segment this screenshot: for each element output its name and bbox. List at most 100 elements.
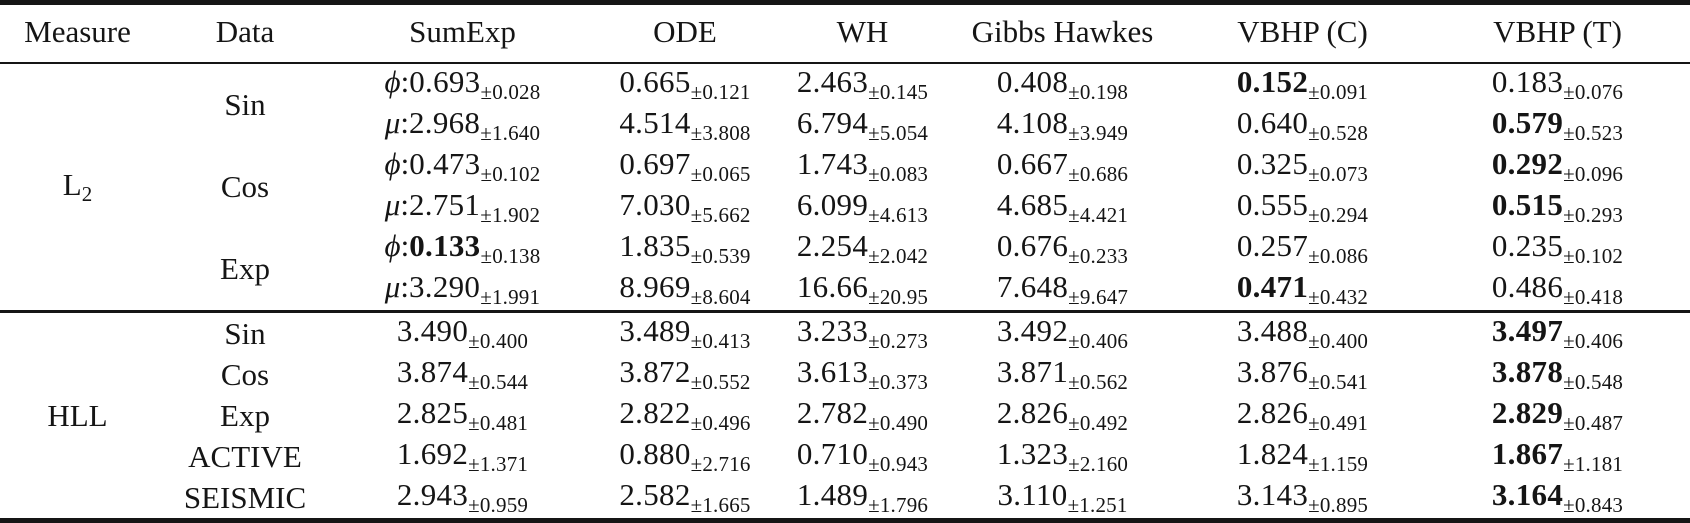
value-text: 6.099 xyxy=(796,187,869,222)
table-row: μ:2.968±1.640 4.514±3.808 6.794±5.054 4.108… xyxy=(0,105,1690,146)
error-subscript: ±0.943 xyxy=(868,452,929,476)
column-header-sumexp: SumExp xyxy=(335,2,590,64)
value-text: 2.254 xyxy=(796,228,869,263)
value-cell: 2.826±0.491 xyxy=(1180,395,1425,436)
value-text: 3.874 xyxy=(396,354,469,389)
value-cell: 3.143±0.895 xyxy=(1180,477,1425,521)
value-cell: 0.257±0.086 xyxy=(1180,228,1425,269)
column-header-wh: WH xyxy=(780,2,945,64)
value-cell: 1.489±1.796 xyxy=(780,477,945,521)
value-text: 0.183 xyxy=(1491,64,1564,99)
value-cell: 1.323±2.160 xyxy=(945,436,1180,477)
error-subscript: ±0.552 xyxy=(690,370,751,394)
error-subscript: ±0.145 xyxy=(868,80,929,104)
value-text: 0.408 xyxy=(996,64,1069,99)
value-cell: 3.876±0.541 xyxy=(1180,354,1425,395)
value-cell: 3.497±0.406 xyxy=(1425,310,1690,354)
column-header-vbhp_t: VBHP (T) xyxy=(1425,2,1690,64)
error-subscript: ±0.293 xyxy=(1563,203,1624,227)
value-text: 2.943 xyxy=(396,477,469,512)
data-cell: Sin xyxy=(155,310,335,354)
header-row: Measure Data SumExp ODE WH Gibbs Hawkes VBHP (… xyxy=(0,2,1690,64)
value-text: 3.878 xyxy=(1491,354,1564,389)
param-prefix-colon: : xyxy=(400,105,409,140)
error-subscript: ±3.808 xyxy=(690,121,751,145)
error-subscript: ±0.843 xyxy=(1563,493,1624,517)
value-cell: 3.878±0.548 xyxy=(1425,354,1690,395)
error-subscript: ±0.083 xyxy=(868,162,929,186)
value-text: 16.66 xyxy=(796,269,869,304)
value-text: 0.325 xyxy=(1236,146,1309,181)
value-text: 0.555 xyxy=(1236,187,1309,222)
error-subscript: ±0.273 xyxy=(868,329,929,353)
column-header-vbhp_c: VBHP (C) xyxy=(1180,2,1425,64)
value-text: 3.492 xyxy=(996,313,1069,348)
value-text: 7.030 xyxy=(619,187,691,222)
value-text: 0.579 xyxy=(1491,105,1564,140)
value-text: 2.826 xyxy=(1236,395,1309,430)
error-subscript: ±0.544 xyxy=(468,370,529,394)
error-subscript: ±5.662 xyxy=(690,203,751,227)
data-cell: Cos xyxy=(220,169,270,204)
error-subscript: ±0.481 xyxy=(468,411,529,435)
table-row: μ:3.290±1.991 8.969±8.604 16.66±20.95 7.648… xyxy=(0,269,1690,312)
value-cell: 0.408±0.198 xyxy=(945,63,1180,105)
value-cell: 2.463±0.145 xyxy=(780,63,945,105)
table-row: Cos 3.874±0.544 3.872±0.552 3.613±0.373 3.87… xyxy=(0,354,1690,395)
value-cell: 1.743±0.083 xyxy=(780,146,945,187)
error-subscript: ±0.487 xyxy=(1563,411,1624,435)
value-text: 0.471 xyxy=(1236,269,1309,304)
value-cell: 0.183±0.076 xyxy=(1425,63,1690,105)
table-row: L2 Sin ϕ:0.693±0.028 0.665±0.121 2.463±0.145… xyxy=(0,63,1690,206)
value-text: 2.463 xyxy=(796,64,869,99)
value-text: 3.613 xyxy=(796,354,869,389)
error-subscript: ±0.233 xyxy=(1068,244,1129,268)
value-text: 4.514 xyxy=(619,105,691,140)
value-cell: 3.488±0.400 xyxy=(1180,310,1425,354)
error-subscript: ±0.121 xyxy=(690,80,751,104)
error-subscript: ±0.400 xyxy=(1308,329,1369,353)
table-row: ACTIVE 1.692±1.371 0.880±2.716 0.710±0.943 1… xyxy=(0,436,1690,477)
error-subscript: ±0.406 xyxy=(1068,329,1129,353)
value-text: 1.743 xyxy=(796,146,869,181)
value-cell: 0.555±0.294 xyxy=(1180,187,1425,228)
value-cell: 3.613±0.373 xyxy=(780,354,945,395)
value-text: 0.667 xyxy=(996,146,1069,181)
param-prefix: μ xyxy=(384,105,401,140)
table-row: Exp ϕ:0.133±0.138 1.835±0.539 2.254±2.042 0.… xyxy=(0,228,1690,286)
value-cell: ϕ:0.473±0.102 xyxy=(335,146,590,187)
value-text: 2.825 xyxy=(396,395,469,430)
value-text: 0.710 xyxy=(796,436,869,471)
value-cell: 1.824±1.159 xyxy=(1180,436,1425,477)
value-cell: 0.471±0.432 xyxy=(1180,269,1425,312)
value-text: 2.829 xyxy=(1491,395,1564,430)
error-subscript: ±0.959 xyxy=(468,493,529,517)
value-cell: 2.943±0.959 xyxy=(335,477,590,521)
error-subscript: ±0.541 xyxy=(1308,370,1369,394)
error-subscript: ±3.949 xyxy=(1068,121,1129,145)
param-prefix: ϕ xyxy=(384,228,401,263)
value-cell: 3.872±0.552 xyxy=(590,354,780,395)
param-prefix: μ xyxy=(384,187,401,222)
value-text: 8.969 xyxy=(619,269,691,304)
value-cell: 7.030±5.662 xyxy=(590,187,780,228)
error-subscript: ±0.492 xyxy=(1068,411,1129,435)
value-text: 1.867 xyxy=(1491,436,1564,471)
error-subscript: ±1.902 xyxy=(480,203,541,227)
error-subscript: ±0.895 xyxy=(1308,493,1369,517)
column-header-ode: ODE xyxy=(590,2,780,64)
value-text: 2.582 xyxy=(619,477,691,512)
error-subscript: ±0.073 xyxy=(1308,162,1369,186)
value-text: 1.489 xyxy=(796,477,869,512)
column-header-data: Data xyxy=(155,2,335,64)
data-cell: Exp xyxy=(220,397,270,433)
param-prefix-colon: : xyxy=(400,146,410,181)
error-subscript: ±20.95 xyxy=(868,285,929,309)
value-cell: ϕ:0.693±0.028 xyxy=(335,63,590,105)
value-cell: 2.254±2.042 xyxy=(780,228,945,269)
value-cell: 3.492±0.406 xyxy=(945,310,1180,354)
error-subscript: ±0.562 xyxy=(1068,370,1129,394)
value-text: 7.648 xyxy=(996,269,1069,304)
value-text: 3.290 xyxy=(408,269,481,304)
